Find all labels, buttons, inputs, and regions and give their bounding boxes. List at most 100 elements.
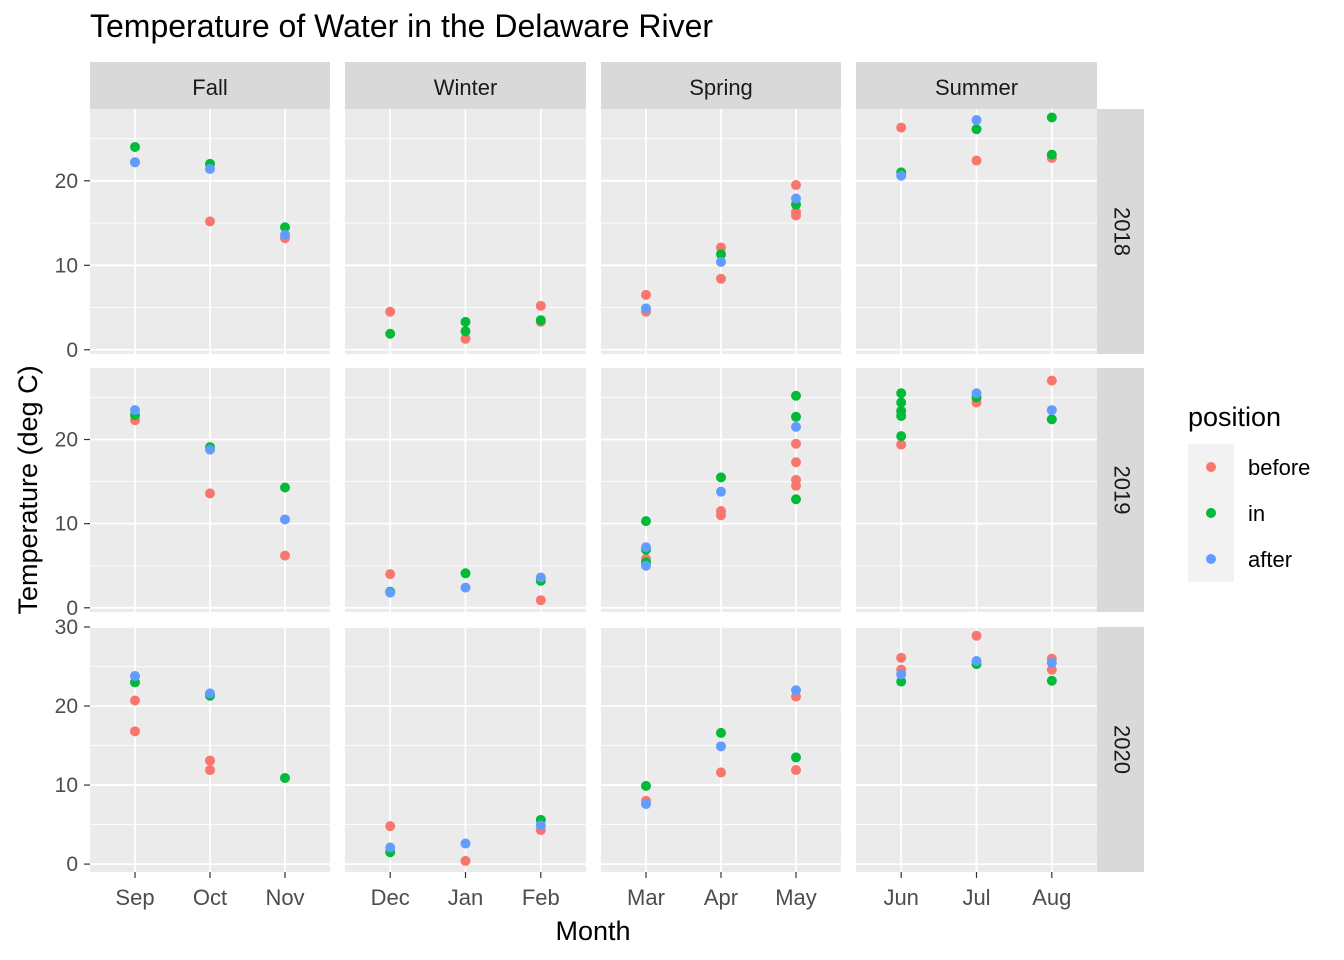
facet-strip-2019: [1097, 368, 1144, 612]
data-point-in: [385, 328, 396, 339]
data-point-before: [205, 755, 215, 766]
y-tick-label: 20: [55, 429, 78, 452]
data-point-after: [791, 685, 801, 696]
x-tick-label: Jan: [448, 885, 483, 910]
data-point-after: [205, 688, 215, 699]
data-point-in: [896, 410, 907, 421]
data-point-in: [896, 397, 907, 408]
data-point-in: [460, 568, 471, 579]
data-point-in: [280, 482, 290, 493]
facet-strip-label: 2018: [1110, 207, 1135, 256]
data-point-before: [460, 855, 471, 866]
facet-strip-label: 2020: [1110, 725, 1135, 774]
data-point-after: [280, 514, 290, 525]
data-point-in: [130, 142, 140, 153]
data-point-before: [791, 480, 801, 491]
legend-marker-before: [1206, 462, 1216, 472]
data-point-after: [716, 256, 726, 267]
data-point-before: [716, 506, 726, 517]
data-point-before: [896, 652, 907, 663]
data-point-before: [130, 695, 140, 706]
data-point-after: [971, 388, 982, 399]
facet-strip-label: Summer: [935, 75, 1018, 100]
data-point-in: [460, 316, 471, 327]
data-point-after: [1046, 657, 1057, 668]
x-tick-label: Sep: [115, 885, 154, 910]
facet-strip-fall: [90, 62, 330, 109]
data-point-in: [791, 494, 801, 505]
data-point-after: [1046, 405, 1057, 416]
data-point-after: [641, 799, 651, 810]
data-point-after: [716, 741, 726, 752]
facet-strip-label: Winter: [434, 75, 498, 100]
facet-strip-winter: [345, 62, 586, 109]
data-point-in: [1046, 149, 1057, 160]
data-point-before: [130, 726, 140, 737]
data-point-after: [460, 838, 471, 849]
legend-marker-after: [1206, 554, 1216, 564]
data-point-after: [791, 193, 801, 204]
data-point-before: [535, 595, 546, 606]
data-point-before: [205, 216, 215, 227]
data-point-after: [385, 842, 396, 853]
data-point-after: [641, 303, 651, 314]
y-tick-label: 20: [55, 170, 78, 193]
data-point-before: [280, 550, 290, 561]
data-point-before: [1046, 664, 1057, 675]
data-point-after: [205, 163, 215, 174]
data-point-after: [460, 582, 471, 593]
data-point-in: [716, 472, 726, 483]
data-point-before: [791, 438, 801, 449]
y-axis-title: Temperature (deg C): [13, 365, 43, 614]
data-point-after: [641, 560, 651, 571]
y-tick-label: 10: [55, 774, 78, 797]
data-point-after: [385, 587, 396, 598]
chart-title: Temperature of Water in the Delaware Riv…: [90, 8, 714, 44]
data-point-after: [716, 486, 726, 497]
data-point-before: [896, 122, 907, 133]
legend-label: after: [1248, 547, 1292, 572]
data-point-in: [1046, 414, 1057, 425]
data-point-in: [716, 249, 726, 260]
x-tick-label: Oct: [193, 885, 227, 910]
data-point-before: [385, 821, 396, 832]
data-point-in: [791, 752, 801, 763]
data-point-before: [896, 439, 907, 450]
data-point-in: [896, 431, 907, 442]
data-point-before: [460, 333, 471, 344]
facet-strip-label: Spring: [689, 75, 753, 100]
data-point-in: [791, 411, 801, 422]
data-point-before: [791, 457, 801, 468]
facet-strip-spring: [601, 62, 841, 109]
data-point-in: [896, 676, 907, 687]
legend-marker-in: [1206, 508, 1216, 518]
x-tick-label: Mar: [627, 885, 665, 910]
data-point-in: [280, 222, 290, 233]
data-point-after: [641, 542, 651, 553]
data-point-after: [535, 820, 546, 831]
y-tick-label: 10: [55, 254, 78, 277]
y-tick-label: 0: [66, 597, 78, 620]
data-point-after: [791, 421, 801, 432]
data-point-before: [971, 630, 982, 641]
facet-strip-label: Fall: [192, 75, 227, 100]
data-point-after: [971, 655, 982, 666]
data-point-after: [896, 170, 907, 181]
data-point-after: [130, 157, 140, 168]
data-point-before: [205, 765, 215, 776]
y-tick-label: 30: [55, 616, 78, 639]
data-point-after: [280, 229, 290, 240]
y-tick-label: 0: [66, 339, 78, 362]
data-point-in: [791, 390, 801, 401]
data-point-in: [1046, 112, 1057, 123]
x-tick-label: May: [775, 885, 817, 910]
x-axis-title: Month: [555, 916, 630, 946]
data-point-before: [791, 765, 801, 776]
y-tick-label: 20: [55, 695, 78, 718]
x-tick-label: Jul: [962, 885, 990, 910]
data-point-in: [641, 780, 651, 791]
data-point-after: [896, 669, 907, 680]
x-tick-label: Apr: [704, 885, 738, 910]
